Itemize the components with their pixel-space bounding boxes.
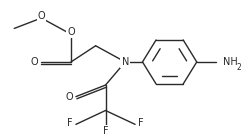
Text: F: F (138, 118, 144, 128)
Text: O: O (67, 27, 75, 37)
Text: F: F (67, 118, 73, 128)
Text: O: O (38, 11, 45, 21)
Text: 2: 2 (237, 63, 242, 72)
Text: O: O (31, 57, 38, 67)
Text: N: N (122, 57, 129, 67)
Text: NH: NH (223, 57, 237, 67)
Text: O: O (65, 92, 73, 102)
Text: F: F (103, 126, 108, 136)
